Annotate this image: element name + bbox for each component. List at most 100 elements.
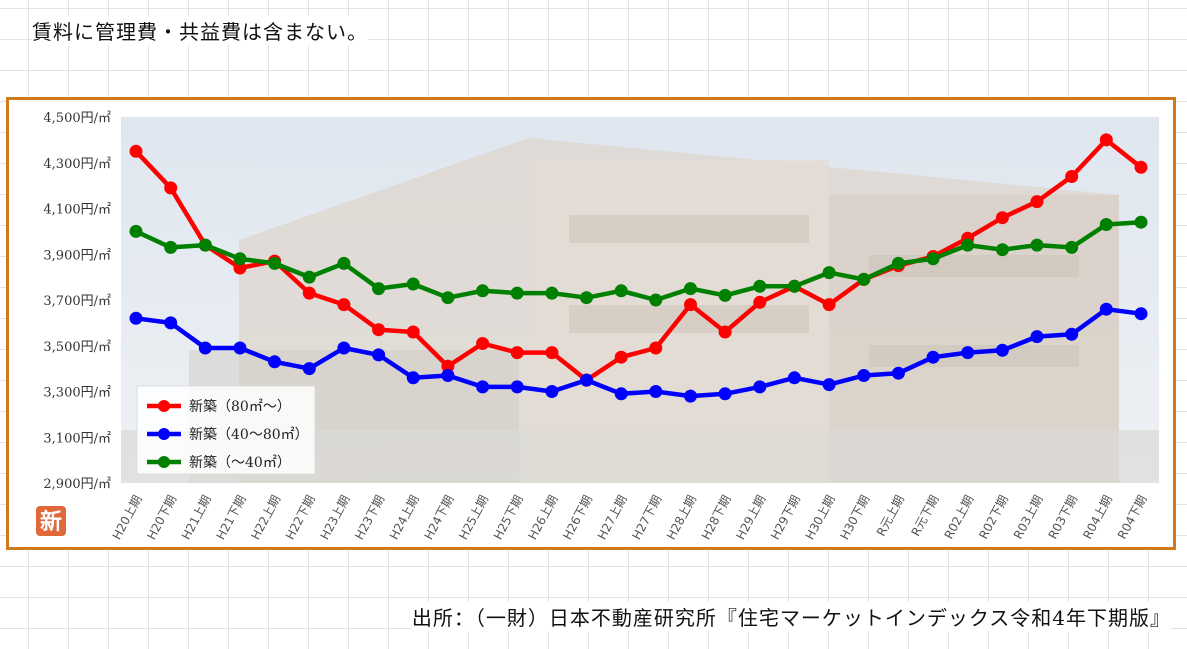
rent-note: 賃料に管理費・共益費は含まない。 <box>32 16 368 45</box>
data-point <box>302 362 316 376</box>
y-tick-label: 4,500円/㎡ <box>43 111 111 126</box>
data-point <box>510 286 524 300</box>
data-point <box>891 366 905 380</box>
y-tick-label: 2,900円/㎡ <box>43 477 111 492</box>
x-tick-label: R02下期 <box>976 493 1011 542</box>
data-point <box>372 348 386 362</box>
data-point <box>441 369 455 382</box>
data-point <box>718 325 732 339</box>
legend-marker <box>158 400 170 412</box>
data-point <box>129 311 143 325</box>
data-point <box>995 243 1009 257</box>
x-tick-label: R03上期 <box>1011 493 1046 542</box>
data-point <box>372 282 386 296</box>
data-point <box>1099 302 1113 316</box>
data-point <box>926 252 940 266</box>
data-point <box>441 359 455 373</box>
data-point <box>787 371 801 385</box>
x-tick-label: H20下期 <box>144 493 179 542</box>
x-tick-label: H30下期 <box>837 493 872 542</box>
data-point <box>718 288 732 302</box>
data-point <box>1099 133 1113 147</box>
data-point <box>233 261 247 275</box>
data-point <box>337 298 351 312</box>
data-point <box>753 279 767 293</box>
data-point <box>1030 238 1044 252</box>
data-point <box>164 181 178 195</box>
data-point <box>198 238 212 252</box>
data-point <box>822 266 836 280</box>
data-point <box>337 341 351 355</box>
data-point <box>441 291 455 305</box>
data-point <box>406 325 420 339</box>
x-tick-label: H26下期 <box>560 493 595 542</box>
x-tick-label: H26上期 <box>525 493 560 542</box>
data-point <box>614 350 628 364</box>
data-point <box>406 277 420 291</box>
data-point <box>476 380 490 394</box>
x-tick-label: H23下期 <box>352 493 387 542</box>
y-tick-label: 3,700円/㎡ <box>43 294 111 309</box>
y-tick-label: 4,100円/㎡ <box>43 203 111 218</box>
legend-marker <box>158 428 170 440</box>
data-point <box>1065 170 1079 183</box>
data-point <box>372 323 386 337</box>
y-tick-label: 4,300円/㎡ <box>43 157 111 172</box>
data-point <box>129 144 143 158</box>
logo-glyph: 新 <box>40 509 62 535</box>
y-tick-label: 3,100円/㎡ <box>43 431 111 446</box>
data-point <box>268 355 282 369</box>
data-point <box>476 284 490 298</box>
data-point <box>1030 330 1044 344</box>
x-tick-label: H21上期 <box>179 493 214 542</box>
data-point <box>822 298 836 312</box>
x-tick-label: H25上期 <box>456 493 491 542</box>
data-point <box>1134 215 1148 229</box>
x-tick-label: H22上期 <box>248 493 283 542</box>
data-point <box>268 256 282 270</box>
data-point <box>406 371 420 385</box>
rent-line-chart: 2,900円/㎡ 3,100円/㎡ 3,300円/㎡ 3,500円/㎡ 3,700円/㎡… <box>36 111 1159 542</box>
x-tick-label: H28上期 <box>664 493 699 542</box>
data-point <box>302 270 316 284</box>
data-point <box>753 295 767 309</box>
source-citation: 出所：（一財）日本不動産研究所『住宅マーケットインデックス令和4年下期版』 <box>411 602 1171 631</box>
data-point <box>1099 218 1113 231</box>
y-tick-label: 3,300円/㎡ <box>43 386 111 401</box>
x-tick-label: R04上期 <box>1080 493 1115 542</box>
rent-chart-frame[interactable]: 2,900円/㎡ 3,100円/㎡ 3,300円/㎡ 3,500円/㎡ 3,700円/㎡… <box>6 97 1176 550</box>
y-axis: 2,900円/㎡ 3,100円/㎡ 3,300円/㎡ 3,500円/㎡ 3,700円/㎡… <box>43 111 111 492</box>
x-tick-label: H30上期 <box>803 493 838 542</box>
data-point <box>995 211 1009 225</box>
legend-label: 新築（40～80㎡） <box>189 427 309 443</box>
data-point <box>891 256 905 270</box>
legend-marker <box>158 456 170 468</box>
data-point <box>822 378 836 392</box>
data-point <box>302 286 316 300</box>
data-point <box>1030 195 1044 209</box>
data-point <box>684 298 697 312</box>
data-point <box>649 293 663 307</box>
x-tick-label: H24下期 <box>422 493 457 542</box>
data-point <box>926 350 940 364</box>
data-point <box>545 385 559 398</box>
x-tick-label: H27上期 <box>595 493 630 542</box>
x-tick-label: R02上期 <box>942 493 977 542</box>
data-point <box>1065 240 1079 254</box>
data-point <box>718 387 732 401</box>
data-point <box>233 252 247 266</box>
x-tick-label: H24上期 <box>387 493 422 542</box>
series-line <box>134 137 1143 383</box>
data-point <box>129 224 143 238</box>
data-point <box>545 346 559 360</box>
data-point <box>961 346 975 360</box>
data-point <box>198 341 212 355</box>
data-point <box>1065 327 1079 341</box>
series-group <box>129 302 1148 403</box>
x-tick-label: H22下期 <box>283 493 318 542</box>
new-build-logo-icon: 新 <box>36 506 66 536</box>
x-tick-label: R元下期 <box>909 493 942 539</box>
data-point <box>337 256 351 270</box>
data-point <box>580 373 593 387</box>
legend-label: 新築（80㎡～） <box>189 399 291 415</box>
